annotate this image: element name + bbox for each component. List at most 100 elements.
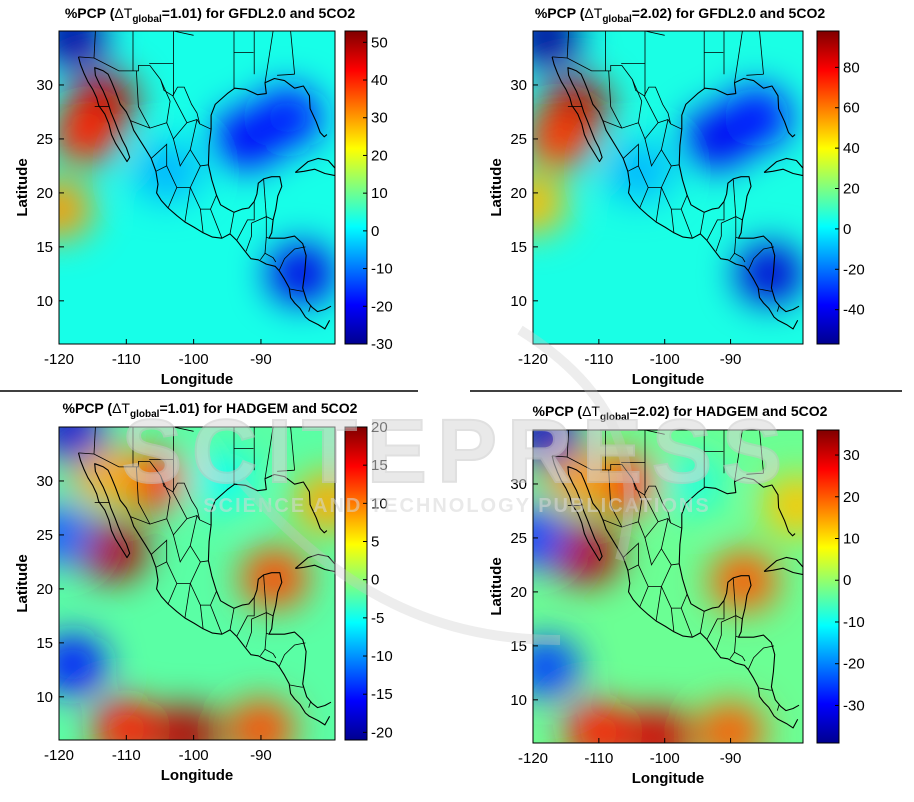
panel-hadgem-1-01: %PCP (ΔTglobal=1.01) for HADGEM and 5CO2… <box>14 400 393 784</box>
state-border <box>263 178 267 217</box>
cuba-outline <box>294 157 335 177</box>
state-border <box>189 119 209 167</box>
state-border <box>263 574 267 613</box>
state-border <box>290 427 295 471</box>
state-border <box>758 288 773 292</box>
x-tick-label: -100 <box>650 351 680 368</box>
heatmap-anomaly <box>564 702 633 743</box>
state-border <box>150 143 168 172</box>
colorbar-tick-label: 40 <box>843 140 860 157</box>
x-tick-label: -90 <box>250 747 272 764</box>
colorbar-tick-label: 15 <box>371 457 388 474</box>
state-border <box>136 70 151 129</box>
state-border <box>732 178 737 217</box>
heatmap-field <box>533 430 803 743</box>
map-outline <box>77 31 335 330</box>
panel-gfdl-1-01: %PCP (ΔTglobal=1.01) for GFDL2.0 and 5CO… <box>14 5 393 388</box>
title-subscript: global <box>130 409 160 420</box>
us-mexico-border <box>552 56 682 130</box>
colorbar-tick-label: 10 <box>371 495 388 512</box>
colorbar-tick-label: -40 <box>843 302 865 319</box>
state-border <box>715 622 722 651</box>
colorbar-tick-label: 0 <box>371 572 379 589</box>
state-border <box>289 288 304 292</box>
state-border <box>608 469 623 528</box>
x-axis-label: Longitude <box>161 767 233 784</box>
colorbar-tick-label: 20 <box>371 419 388 436</box>
state-border <box>699 212 705 234</box>
colorbar-tick-label: 0 <box>371 223 379 240</box>
heatmap-anomaly <box>240 548 309 609</box>
state-border <box>136 466 151 525</box>
state-border <box>729 252 746 263</box>
state-border <box>236 201 255 241</box>
colorbar-tick-label: 30 <box>371 110 388 127</box>
state-border <box>236 597 255 637</box>
state-border <box>706 600 725 640</box>
us-mexico-border <box>78 452 212 526</box>
gulf-coastline <box>207 77 332 313</box>
colorbar-tick-label: 10 <box>843 531 860 548</box>
y-tick-label: 15 <box>36 239 53 256</box>
state-border <box>746 472 764 475</box>
state-border <box>278 642 306 667</box>
state-border <box>638 494 659 539</box>
state-border <box>660 518 680 566</box>
us-mexico-border <box>78 56 212 130</box>
panel-title: %PCP (ΔTglobal=1.01) for GFDL2.0 and 5CO… <box>65 5 355 25</box>
state-border <box>759 430 764 474</box>
y-tick-label: 15 <box>36 635 53 652</box>
colorbar-tick-label: -10 <box>371 261 393 278</box>
colorbar <box>816 30 840 345</box>
y-tick-label: 20 <box>510 584 527 601</box>
state-border <box>566 430 569 458</box>
state-border <box>264 237 267 254</box>
state-border <box>661 165 672 188</box>
colorbar-tick-label: 20 <box>371 147 388 164</box>
state-border <box>632 478 643 522</box>
state-border <box>189 515 209 563</box>
heatmap-anomaly <box>736 243 803 304</box>
heatmap-anomaly <box>762 475 803 536</box>
heatmap-anomaly <box>696 702 765 743</box>
pacific-coastline <box>551 56 799 330</box>
watermark-small-text: SCIENCE AND TECHNOLOGY PUBLICATIONS <box>203 495 710 517</box>
heatmap-anomaly <box>624 707 693 743</box>
state-border <box>632 79 643 123</box>
gulf-coastline <box>678 77 800 313</box>
state-border <box>747 645 775 670</box>
y-tick-label: 10 <box>36 689 53 706</box>
title-delta: ΔT <box>582 403 600 419</box>
heatmap-anomaly <box>533 108 594 169</box>
state-border <box>622 143 639 172</box>
state-border <box>644 138 662 167</box>
state-border <box>608 70 623 129</box>
state-border <box>229 608 235 630</box>
x-tick-label: -110 <box>584 351 613 368</box>
state-border <box>277 469 295 472</box>
heatmap-anomaly <box>253 87 322 148</box>
colorbar-tick-label: 0 <box>843 221 851 238</box>
state-border <box>289 684 304 688</box>
title-suffix: ) for GFDL2.0 and 5CO2 <box>667 5 825 21</box>
y-tick-label: 20 <box>510 185 527 202</box>
heatmap-anomaly <box>59 634 107 695</box>
state-border <box>734 636 737 653</box>
x-tick-label: -90 <box>250 351 272 368</box>
colorbar-tick-label: 60 <box>843 100 860 117</box>
state-border <box>660 119 680 167</box>
state-border <box>734 237 737 254</box>
plot-frame <box>58 426 336 741</box>
y-axis-label: Latitude <box>14 554 31 612</box>
x-tick-label: -110 <box>584 750 613 767</box>
panel-title: %PCP (ΔTglobal=2.02) for HADGEM and 5CO2 <box>533 403 828 423</box>
map-outline <box>77 427 335 726</box>
state-border <box>747 246 775 271</box>
colorbar-tick-label: -10 <box>371 648 393 665</box>
state-border <box>644 537 662 566</box>
heatmap-anomaly <box>533 173 567 234</box>
colorbar-tick-label: 80 <box>843 59 860 76</box>
heatmap-anomaly <box>533 507 567 568</box>
heatmap-anomaly <box>78 521 147 582</box>
